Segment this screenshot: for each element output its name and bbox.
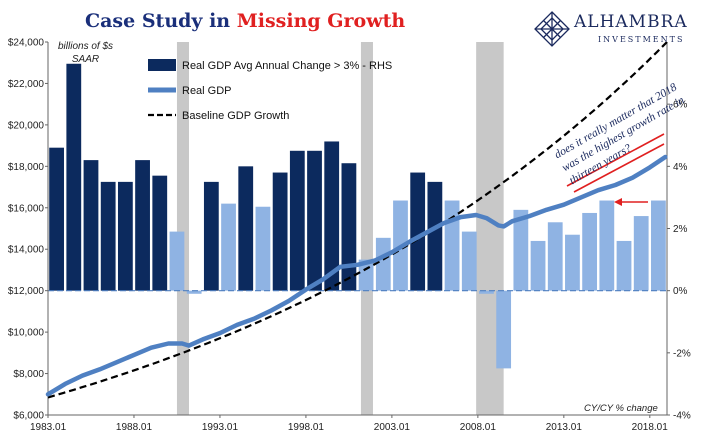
strike-line-1 — [566, 133, 665, 187]
bar-1986 — [100, 181, 116, 291]
left-tick-label-4: $14,000 — [8, 245, 45, 256]
left-tick-label-8: $22,000 — [8, 79, 45, 90]
bar-2007 — [461, 231, 477, 291]
recession-band-0 — [176, 42, 189, 415]
bar-1998 — [307, 150, 322, 291]
bar-1992 — [203, 181, 219, 291]
x-tick-label-7: 2018.01 — [632, 422, 669, 433]
legend-swatch-bars — [148, 59, 176, 71]
bar-2011 — [530, 240, 546, 291]
bar-1994 — [238, 166, 254, 291]
bar-1989 — [152, 175, 168, 291]
logo-subtitle: INVESTMENTS — [598, 35, 685, 44]
footnote-rhs-units: CY/CY % change — [584, 403, 658, 414]
bar-1988 — [135, 160, 150, 291]
legend-label-1: Real GDP — [182, 85, 232, 97]
left-tick-label-9: $24,000 — [8, 38, 45, 49]
x-tick-label-3: 1998.01 — [288, 422, 325, 433]
logo-mark-icon — [534, 11, 570, 47]
units-line-2: SAAR — [71, 54, 100, 65]
bar-2005 — [427, 181, 443, 291]
bar-1985 — [83, 160, 99, 291]
bar-1991 — [186, 290, 202, 294]
bar-2008 — [479, 290, 494, 294]
right-tick-label-5: 6% — [673, 100, 688, 111]
title-part-1: Case Study in — [85, 10, 237, 32]
chart-title: Case Study in Missing Growth — [85, 10, 405, 32]
left-tick-label-5: $16,000 — [8, 203, 45, 214]
title-part-2: Missing Growth — [236, 10, 406, 32]
x-tick-label-0: 1983.01 — [30, 422, 67, 433]
bar-series — [49, 63, 666, 369]
left-tick-label-0: $6,000 — [13, 411, 44, 422]
annotation-marks — [566, 133, 665, 206]
left-tick-label-1: $8,000 — [13, 369, 44, 380]
line-series — [45, 41, 668, 399]
bar-2015 — [599, 200, 615, 291]
alhambra-logo: ALHAMBRA INVESTMENTS — [532, 10, 697, 50]
right-tick-label-1: -2% — [673, 348, 691, 359]
left-tick-label-7: $20,000 — [8, 120, 45, 131]
bar-2016 — [616, 240, 632, 291]
real-gdp-line — [45, 154, 668, 397]
axes: $6,000 $8,000 $10,000 $12,000 $14,000 $16,000… — [8, 38, 691, 434]
x-tick-label-4: 2003.01 — [374, 422, 411, 433]
bar-1990 — [169, 231, 185, 291]
strike-line-2 — [573, 143, 665, 193]
bar-1995 — [255, 206, 271, 291]
arrow-head-icon — [614, 198, 622, 206]
right-tick-label-4: 4% — [673, 162, 688, 173]
left-tick-label-6: $18,000 — [8, 162, 45, 173]
bar-1987 — [117, 181, 133, 291]
bar-2012 — [547, 222, 563, 291]
bar-2000 — [341, 163, 357, 291]
logo-name: ALHAMBRA — [574, 12, 688, 32]
bar-2010 — [513, 209, 529, 291]
left-tick-label-3: $12,000 — [8, 286, 45, 297]
bar-1996 — [272, 172, 288, 291]
x-tick-label-5: 2008.01 — [460, 422, 497, 433]
bar-1984 — [66, 63, 82, 291]
right-tick-label-3: 2% — [673, 224, 688, 235]
bar-2006 — [444, 200, 460, 291]
recession-band-1 — [360, 42, 373, 415]
bar-2004 — [410, 172, 426, 291]
baseline-gdp-line — [47, 41, 668, 399]
units-label: billions of $s SAAR — [58, 40, 113, 66]
legend-label-2: Baseline GDP Growth — [182, 110, 289, 122]
x-tick-label-6: 2013.01 — [546, 422, 583, 433]
bar-1993 — [221, 203, 236, 291]
legend: Real GDP Avg Annual Change > 3% - RHS Rea… — [148, 59, 392, 122]
right-tick-label-2: 0% — [673, 286, 688, 297]
x-tick-label-1: 1988.01 — [116, 422, 153, 433]
bar-2013 — [565, 234, 580, 291]
bar-1983 — [49, 147, 64, 291]
bar-1999 — [324, 141, 340, 291]
bar-2018 — [651, 200, 666, 291]
left-tick-label-2: $10,000 — [8, 328, 45, 339]
bar-2009 — [496, 290, 512, 369]
bar-2017 — [633, 216, 649, 291]
units-line-1: billions of $s — [58, 41, 114, 52]
right-tick-label-0: -4% — [673, 411, 691, 422]
bar-1997 — [289, 150, 305, 291]
bar-2014 — [582, 212, 598, 291]
legend-label-0: Real GDP Avg Annual Change > 3% - RHS — [182, 60, 392, 72]
x-tick-label-2: 1993.01 — [202, 422, 239, 433]
bar-2002 — [375, 237, 391, 291]
